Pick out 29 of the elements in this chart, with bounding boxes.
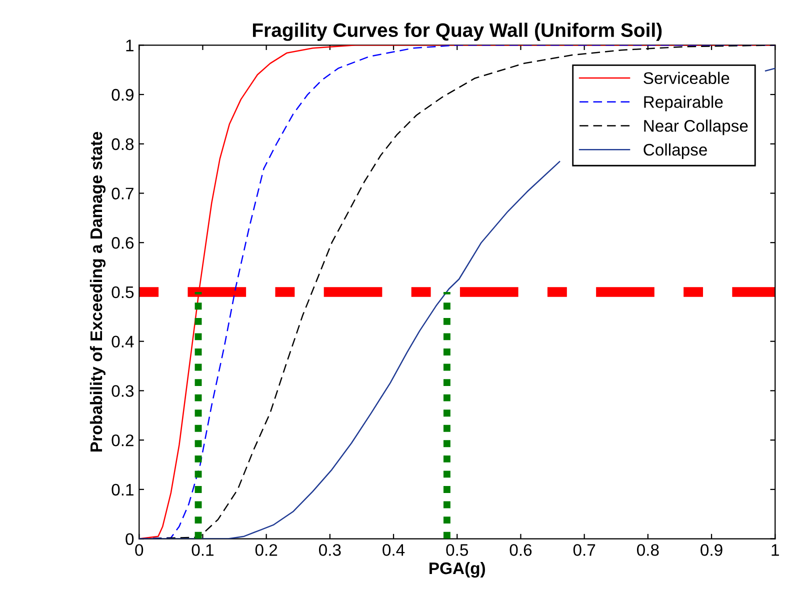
y-tick-label: 0.3	[112, 385, 134, 397]
y-tick-label: 0.6	[112, 237, 134, 249]
x-tick-label: 0.4	[382, 544, 405, 556]
x-tick-label: 0.5	[446, 544, 468, 556]
x-tick-label: 0	[135, 544, 144, 556]
y-tick-label: 0.4	[112, 336, 134, 348]
x-tick-label: 0.1	[192, 544, 214, 556]
chart-title: Fragility Curves for Quay Wall (Uniform Soil)	[252, 22, 662, 41]
y-axis-title: Probability of Exceeding a Damage state	[90, 132, 106, 452]
x-tick-label: 0.7	[573, 544, 596, 556]
y-tick-label: 0.5	[112, 286, 134, 298]
y-tick-label: 0.2	[112, 434, 134, 446]
legend-label: Serviceable	[644, 72, 730, 84]
y-tick-label: 0.1	[112, 484, 134, 496]
y-tick-label: 0	[126, 533, 134, 545]
legend-label: Near Collapse	[644, 120, 748, 136]
y-tick-label: 1	[126, 40, 134, 52]
x-axis-title: PGA(g)	[430, 562, 485, 578]
y-tick-label: 0.7	[112, 188, 134, 200]
x-tick-label: 0.3	[318, 544, 341, 556]
legend-label: Collapse	[644, 143, 707, 159]
x-tick-label: 1	[772, 544, 779, 556]
x-tick-label: 0.9	[700, 544, 722, 556]
y-tick-label: 0.9	[112, 88, 134, 101]
legend-label: Repairable	[644, 96, 723, 112]
x-tick-label: 0.2	[255, 544, 278, 556]
x-tick-label: 0.8	[636, 544, 659, 556]
x-tick-label: 0.6	[510, 544, 532, 556]
y-tick-label: 0.8	[112, 138, 134, 150]
